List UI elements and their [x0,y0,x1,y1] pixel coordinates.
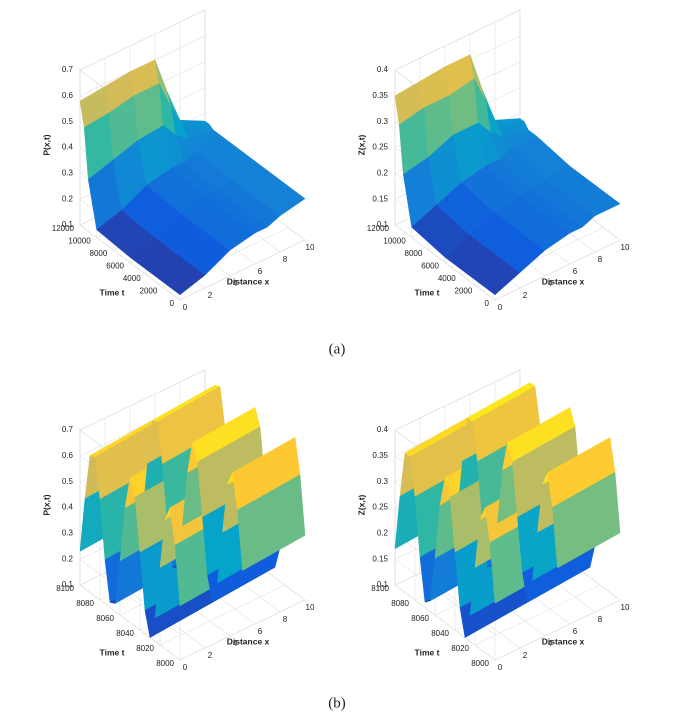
z-tick-label: 0.4 [62,503,74,512]
y-tick-label: 8040 [116,629,134,638]
y-tick-label: 6000 [106,262,124,271]
y-tick-label: 12000 [52,224,75,233]
z-tick-label: 0.7 [62,425,74,434]
y-tick-label: 4000 [123,274,141,283]
y-tick-label: 8100 [371,584,389,593]
x-tick-label: 6 [573,627,578,636]
x-tick-label: 4 [548,639,553,648]
z-tick-label: 0.3 [62,528,74,537]
y-axis-title: Time t [415,647,440,657]
x-axis-title: Distance x [227,276,270,286]
x-axis-title: Distance x [227,636,270,646]
surface-patch [237,474,306,571]
z-tick-label: 0.1 [377,580,389,589]
z-tick-label: 0.3 [62,168,74,177]
z-tick-label: 0.4 [377,425,389,434]
z-tick-label: 0.4 [62,143,74,152]
y-tick-label: 8060 [96,614,114,623]
y-tick-label: 12000 [367,224,390,233]
y-tick-label: 6000 [421,262,439,271]
x-tick-label: 0 [498,663,503,672]
x-tick-label: 2 [208,651,213,660]
x-axis-title: Distance x [542,636,585,646]
x-axis-title: Distance x [542,276,585,286]
z-tick-label: 0.1 [377,220,389,229]
z-axis-title: Z(x,t) [356,134,366,155]
z-axis-title: P(x,t) [41,134,51,155]
z-tick-label: 0.7 [62,65,74,74]
x-tick-label: 10 [306,603,315,612]
caption: (b) [328,695,346,711]
surface-patch [552,472,621,569]
x-tick-label: 10 [621,603,630,612]
x-tick-label: 2 [523,291,528,300]
z-tick-label: 0.25 [372,143,388,152]
z-tick-label: 0.5 [62,117,74,126]
y-tick-label: 8000 [405,249,423,258]
y-axis-title: Time t [415,287,440,297]
y-tick-label: 4000 [438,274,456,283]
y-axis-title: Time t [100,647,125,657]
y-tick-label: 8000 [90,249,108,258]
y-tick-label: 8000 [471,659,489,668]
y-tick-label: 8060 [411,614,429,623]
z-tick-label: 0.15 [372,194,388,203]
surface-patch [544,166,621,217]
x-tick-label: 0 [498,303,503,312]
z-axis-title: P(x,t) [41,494,51,515]
x-tick-label: 8 [598,615,603,624]
y-tick-label: 8080 [76,599,94,608]
z-tick-label: 0.35 [372,91,388,100]
y-tick-label: 0 [170,299,175,308]
y-tick-label: 10000 [383,237,406,246]
z-tick-label: 0.1 [62,220,74,229]
x-tick-label: 4 [548,279,553,288]
x-tick-label: 2 [523,651,528,660]
z-tick-label: 0.15 [372,554,388,563]
z-tick-label: 0.6 [62,91,74,100]
y-tick-label: 10000 [68,237,91,246]
y-tick-label: 8000 [156,659,174,668]
x-tick-label: 0 [183,663,188,672]
x-tick-label: 6 [258,267,263,276]
x-tick-label: 10 [306,243,315,252]
x-tick-label: 2 [208,291,213,300]
z-axis-title: Z(x,t) [356,494,366,515]
x-tick-label: 4 [233,639,238,648]
y-tick-label: 8080 [391,599,409,608]
z-tick-label: 0.2 [377,528,389,537]
caption: (a) [329,341,346,357]
y-tick-label: 8100 [56,584,74,593]
z-tick-label: 0.2 [62,554,74,563]
x-tick-label: 6 [258,627,263,636]
y-axis-title: Time t [100,287,125,297]
z-tick-label: 0.35 [372,451,388,460]
z-tick-label: 0.2 [62,194,74,203]
z-tick-label: 0.4 [377,65,389,74]
y-tick-label: 2000 [455,287,473,296]
x-tick-label: 8 [283,255,288,264]
z-tick-label: 0.1 [62,580,74,589]
x-tick-label: 10 [621,243,630,252]
z-tick-label: 0.3 [377,117,389,126]
x-tick-label: 0 [183,303,188,312]
x-tick-label: 8 [598,255,603,264]
z-tick-label: 0.6 [62,451,74,460]
z-tick-label: 0.25 [372,503,388,512]
x-tick-label: 6 [573,267,578,276]
y-tick-label: 8040 [431,629,449,638]
x-tick-label: 8 [283,615,288,624]
z-tick-label: 0.2 [377,168,389,177]
x-tick-label: 4 [233,279,238,288]
surface-patch [229,160,306,217]
y-tick-label: 2000 [140,287,158,296]
y-tick-label: 8020 [136,644,154,653]
z-tick-label: 0.3 [377,477,389,486]
y-tick-label: 0 [485,299,490,308]
z-tick-label: 0.5 [62,477,74,486]
y-tick-label: 8020 [451,644,469,653]
